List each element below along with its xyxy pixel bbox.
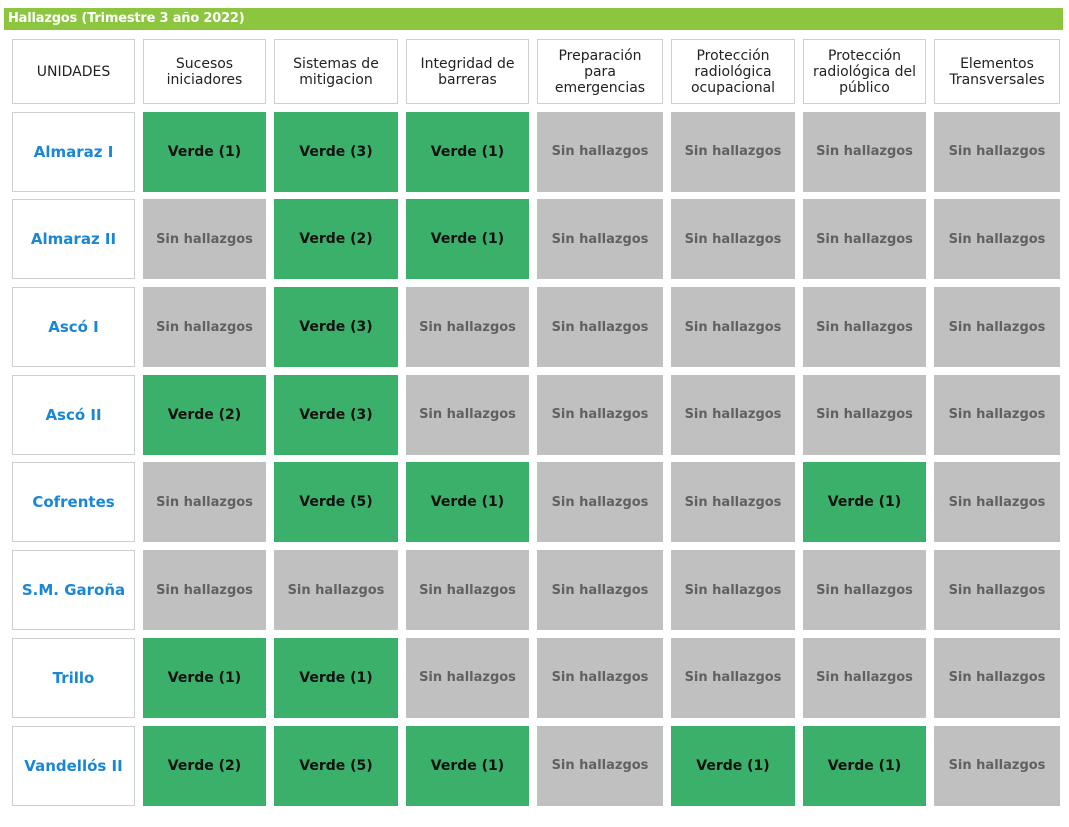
status-cell: Sin hallazgos xyxy=(934,287,1060,368)
header-integridad-barreras: Integridad de barreras xyxy=(406,39,529,104)
status-cell: Sin hallazgos xyxy=(406,287,529,368)
status-cell: Sin hallazgos xyxy=(934,374,1060,455)
status-cell: Sin hallazgos xyxy=(143,462,266,543)
status-cell[interactable]: Verde (1) xyxy=(143,637,266,718)
status-cell: Sin hallazgos xyxy=(803,199,926,280)
status-cell[interactable]: Verde (1) xyxy=(803,462,926,543)
status-cell: Sin hallazgos xyxy=(537,111,663,192)
status-cell[interactable]: Verde (1) xyxy=(406,462,529,543)
status-cell: Sin hallazgos xyxy=(671,199,795,280)
status-cell: Sin hallazgos xyxy=(934,637,1060,718)
status-cell: Sin hallazgos xyxy=(537,550,663,631)
status-cell: Sin hallazgos xyxy=(803,550,926,631)
status-cell[interactable]: Verde (2) xyxy=(143,725,266,806)
status-cell: Sin hallazgos xyxy=(537,374,663,455)
unit-link[interactable]: Almaraz II xyxy=(12,199,135,280)
status-cell: Sin hallazgos xyxy=(803,374,926,455)
status-cell: Sin hallazgos xyxy=(671,287,795,368)
status-cell[interactable]: Verde (2) xyxy=(274,199,398,280)
status-cell[interactable]: Verde (3) xyxy=(274,111,398,192)
header-proteccion-publico: Protección radiológica del público xyxy=(803,39,926,104)
status-cell: Sin hallazgos xyxy=(671,111,795,192)
header-proteccion-ocupacional: Protección radiológica ocupacional xyxy=(671,39,795,104)
status-cell[interactable]: Verde (5) xyxy=(274,462,398,543)
header-preparacion-emergencias: Preparación para emergencias xyxy=(537,39,663,104)
status-cell[interactable]: Verde (3) xyxy=(274,374,398,455)
status-cell: Sin hallazgos xyxy=(803,287,926,368)
status-cell: Sin hallazgos xyxy=(537,462,663,543)
status-cell: Sin hallazgos xyxy=(934,462,1060,543)
unit-link[interactable]: Ascó I xyxy=(12,287,135,368)
status-cell[interactable]: Verde (1) xyxy=(406,111,529,192)
header-elementos-transversales: Elementos Transversales xyxy=(934,39,1060,104)
header-sucesos-iniciadores: Sucesos iniciadores xyxy=(143,39,266,104)
status-cell: Sin hallazgos xyxy=(671,637,795,718)
status-cell: Sin hallazgos xyxy=(803,111,926,192)
unit-link[interactable]: S.M. Garoña xyxy=(12,550,135,631)
status-cell: Sin hallazgos xyxy=(934,111,1060,192)
findings-table: UNIDADES Sucesos iniciadores Sistemas de… xyxy=(12,39,1060,806)
status-cell[interactable]: Verde (3) xyxy=(274,287,398,368)
status-cell: Sin hallazgos xyxy=(537,637,663,718)
status-cell[interactable]: Verde (1) xyxy=(274,637,398,718)
status-cell: Sin hallazgos xyxy=(274,550,398,631)
status-cell: Sin hallazgos xyxy=(143,550,266,631)
status-cell[interactable]: Verde (1) xyxy=(671,725,795,806)
table-title: Hallazgos (Trimestre 3 año 2022) xyxy=(4,8,1063,30)
status-cell: Sin hallazgos xyxy=(671,374,795,455)
status-cell: Sin hallazgos xyxy=(406,637,529,718)
status-cell: Sin hallazgos xyxy=(934,725,1060,806)
status-cell[interactable]: Verde (2) xyxy=(143,374,266,455)
status-cell: Sin hallazgos xyxy=(143,287,266,368)
unit-link[interactable]: Ascó II xyxy=(12,374,135,455)
unit-link[interactable]: Vandellós II xyxy=(12,725,135,806)
status-cell: Sin hallazgos xyxy=(537,287,663,368)
status-cell: Sin hallazgos xyxy=(406,374,529,455)
header-sistemas-mitigacion: Sistemas de mitigacion xyxy=(274,39,398,104)
status-cell[interactable]: Verde (5) xyxy=(274,725,398,806)
status-cell: Sin hallazgos xyxy=(671,550,795,631)
status-cell[interactable]: Verde (1) xyxy=(406,725,529,806)
status-cell: Sin hallazgos xyxy=(671,462,795,543)
header-units: UNIDADES xyxy=(12,39,135,104)
status-cell[interactable]: Verde (1) xyxy=(803,725,926,806)
unit-link[interactable]: Trillo xyxy=(12,637,135,718)
status-cell[interactable]: Verde (1) xyxy=(406,199,529,280)
status-cell[interactable]: Verde (1) xyxy=(143,111,266,192)
status-cell: Sin hallazgos xyxy=(406,550,529,631)
status-cell: Sin hallazgos xyxy=(803,637,926,718)
unit-link[interactable]: Almaraz I xyxy=(12,111,135,192)
unit-link[interactable]: Cofrentes xyxy=(12,462,135,543)
status-cell: Sin hallazgos xyxy=(537,725,663,806)
status-cell: Sin hallazgos xyxy=(537,199,663,280)
status-cell: Sin hallazgos xyxy=(143,199,266,280)
status-cell: Sin hallazgos xyxy=(934,550,1060,631)
status-cell: Sin hallazgos xyxy=(934,199,1060,280)
